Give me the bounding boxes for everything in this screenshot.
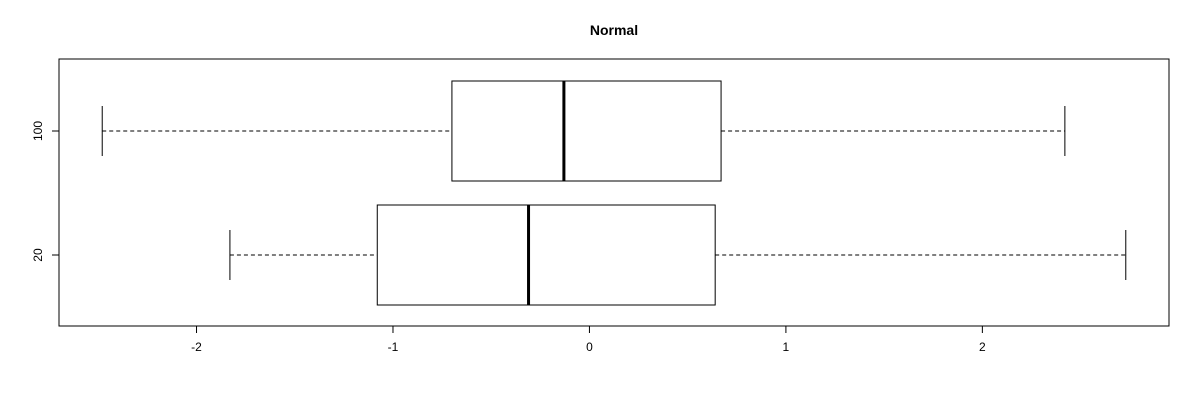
iqr-box bbox=[376, 204, 716, 306]
boxes-layer bbox=[101, 80, 1127, 306]
box-group-20 bbox=[229, 204, 1127, 306]
x-tick-label: 0 bbox=[586, 340, 593, 354]
x-tick-label: -1 bbox=[388, 340, 399, 354]
iqr-box bbox=[451, 80, 722, 182]
y-axis: 100 20 bbox=[31, 121, 59, 262]
y-tick-label: 100 bbox=[31, 121, 45, 141]
plot-frame bbox=[58, 58, 1170, 327]
x-axis: -2 -1 0 1 2 bbox=[191, 326, 986, 354]
x-tick-label: 2 bbox=[979, 340, 986, 354]
x-tick-label: 1 bbox=[783, 340, 790, 354]
x-tick-label: -2 bbox=[191, 340, 202, 354]
box-group-100 bbox=[101, 80, 1066, 182]
y-tick-label: 20 bbox=[31, 248, 45, 262]
chart-title: Normal bbox=[590, 22, 638, 38]
